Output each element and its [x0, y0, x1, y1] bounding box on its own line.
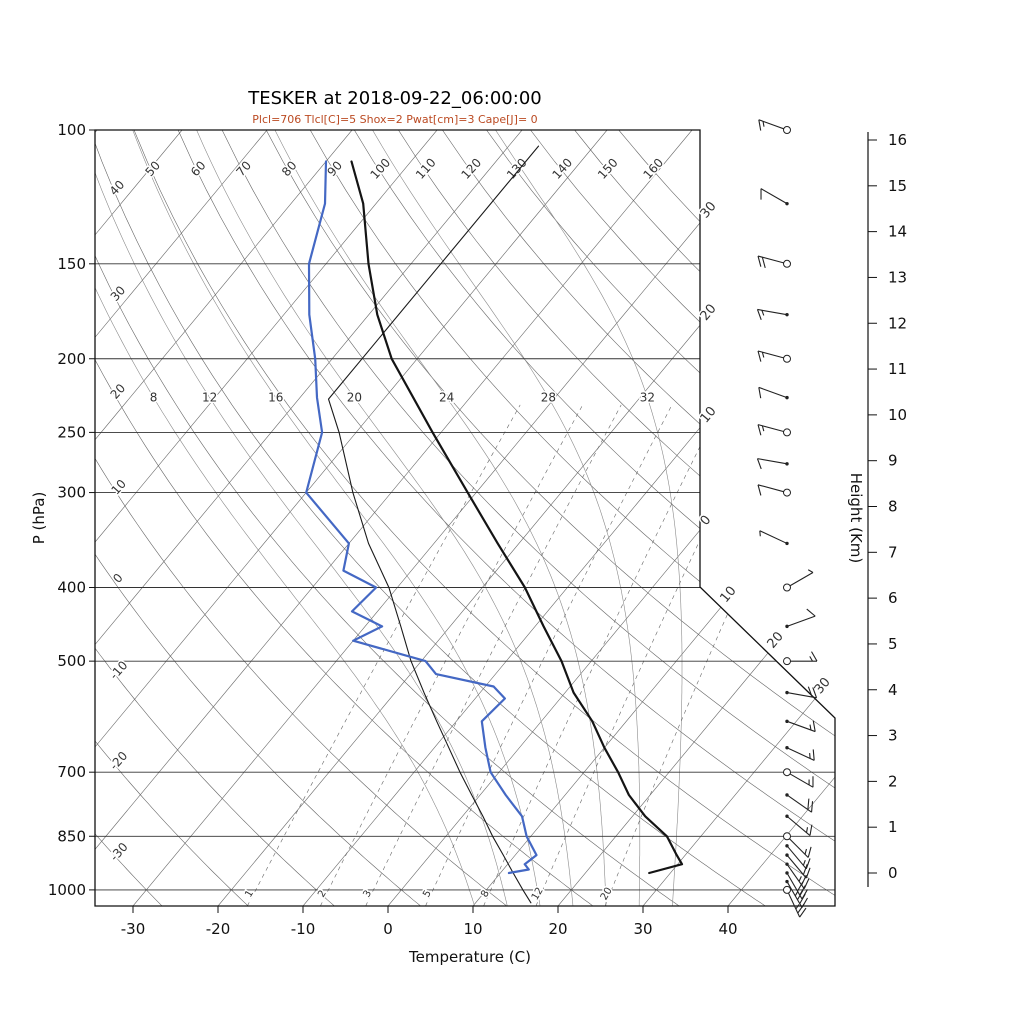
wind-barbs: [756, 119, 818, 918]
svg-text:9: 9: [888, 452, 898, 470]
svg-text:0: 0: [888, 864, 898, 882]
svg-text:80: 80: [279, 158, 300, 179]
svg-text:14: 14: [888, 223, 907, 241]
svg-text:2: 2: [888, 772, 898, 790]
svg-text:7: 7: [888, 543, 898, 561]
svg-text:160: 160: [641, 156, 667, 182]
svg-text:12: 12: [202, 391, 217, 405]
svg-text:16: 16: [888, 131, 907, 149]
svg-text:150: 150: [57, 255, 86, 273]
svg-text:400: 400: [57, 579, 86, 597]
svg-text:40: 40: [718, 920, 737, 938]
temperature-trace: [350, 160, 684, 875]
svg-text:90: 90: [325, 158, 346, 179]
svg-text:150: 150: [595, 156, 621, 182]
temperature-axis: -30 -20 -10 0 10 20 30 40 Temperature (C) P (hPa): [30, 492, 738, 966]
svg-text:20: 20: [347, 391, 362, 405]
svg-text:24: 24: [439, 391, 454, 405]
svg-text:10: 10: [698, 404, 720, 426]
svg-text:50: 50: [142, 158, 163, 179]
svg-text:8: 8: [888, 498, 898, 516]
svg-text:15: 15: [888, 177, 907, 195]
background-grid: [95, 130, 835, 906]
svg-text:10: 10: [888, 406, 907, 424]
svg-text:-10: -10: [107, 658, 131, 682]
svg-text:1: 1: [888, 818, 898, 836]
svg-text:20: 20: [698, 302, 720, 324]
dewpoint-trace: [305, 160, 538, 875]
svg-text:11: 11: [888, 360, 907, 378]
svg-text:500: 500: [57, 652, 86, 670]
svg-text:-30: -30: [107, 840, 131, 864]
svg-text:-20: -20: [206, 920, 231, 938]
svg-text:Height (Km): Height (Km): [847, 473, 865, 564]
svg-text:28: 28: [541, 391, 556, 405]
svg-text:3: 3: [888, 727, 898, 745]
svg-text:10: 10: [463, 920, 482, 938]
svg-text:300: 300: [57, 484, 86, 502]
svg-text:32: 32: [640, 391, 655, 405]
svg-text:10: 10: [717, 584, 739, 606]
svg-text:110: 110: [413, 156, 439, 182]
svg-text:20: 20: [548, 920, 567, 938]
svg-text:200: 200: [57, 350, 86, 368]
chart-title: TESKER at 2018-09-22_06:00:00: [248, 88, 542, 109]
svg-text:8: 8: [150, 391, 158, 405]
svg-text:-10: -10: [291, 920, 316, 938]
svg-text:70: 70: [234, 158, 255, 179]
svg-text:20: 20: [765, 629, 787, 651]
svg-text:1000: 1000: [48, 881, 86, 899]
svg-text:-30: -30: [121, 920, 146, 938]
svg-text:6: 6: [888, 589, 898, 607]
svg-text:120: 120: [458, 156, 484, 182]
grid-labels: 50 60 70 80 90 100 110 120 130 140 150 160403020100…: [105, 154, 835, 904]
svg-text:850: 850: [57, 827, 86, 845]
svg-text:700: 700: [57, 763, 86, 781]
svg-text:-20: -20: [107, 749, 131, 773]
svg-text:12: 12: [888, 314, 907, 332]
svg-text:250: 250: [57, 423, 86, 441]
svg-text:60: 60: [188, 158, 209, 179]
reference-curve: [327, 145, 540, 904]
svg-text:4: 4: [888, 681, 898, 699]
svg-text:0: 0: [110, 571, 126, 586]
svg-text:10: 10: [108, 477, 129, 498]
svg-text:13: 13: [888, 268, 907, 286]
svg-text:30: 30: [633, 920, 652, 938]
svg-text:Temperature (C): Temperature (C): [408, 948, 531, 966]
svg-text:30: 30: [698, 199, 720, 221]
svg-text:16: 16: [268, 391, 283, 405]
svg-text:20: 20: [108, 381, 129, 402]
svg-text:P (hPa): P (hPa): [30, 492, 48, 545]
svg-text:100: 100: [57, 121, 86, 139]
svg-text:0: 0: [383, 920, 393, 938]
chart-subtitle: Plcl=706 Tlcl[C]=5 Shox=2 Pwat[cm]=3 Cap…: [252, 113, 538, 126]
svg-text:5: 5: [888, 635, 898, 653]
svg-text:100: 100: [367, 156, 393, 182]
